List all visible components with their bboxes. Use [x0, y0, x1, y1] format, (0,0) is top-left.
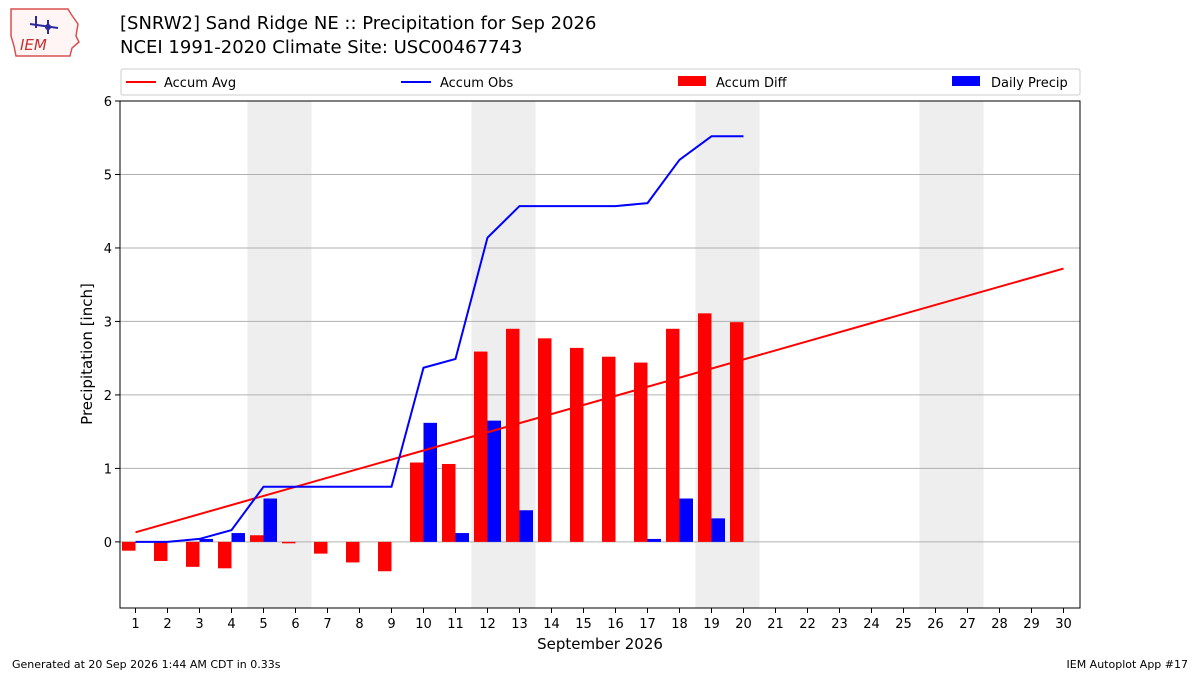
- x-tick-label: 27: [959, 617, 976, 632]
- daily-precip-bar-4: [231, 533, 245, 542]
- x-tick-label: 15: [575, 617, 592, 632]
- x-tick-label: 5: [259, 617, 267, 632]
- y-tick-label: 6: [104, 95, 112, 110]
- x-tick-label: 24: [863, 617, 880, 632]
- weekend-band-26: [919, 101, 952, 608]
- x-tick-label: 11: [447, 617, 464, 632]
- x-tick-label: 12: [479, 617, 496, 632]
- x-tick-label: 2: [163, 617, 171, 632]
- accum-diff-bar-1: [122, 541, 136, 551]
- x-tick-label: 28: [991, 617, 1008, 632]
- accum-diff-bar-5: [250, 535, 264, 542]
- accum-diff-bar-13: [506, 328, 520, 542]
- y-tick-label: 0: [104, 536, 112, 551]
- daily-precip-bar-3: [199, 538, 213, 542]
- y-axis-label: Precipitation [inch]: [78, 283, 96, 425]
- x-tick-label: 20: [735, 617, 752, 632]
- accum-diff-bar-6: [282, 541, 296, 544]
- y-tick-label: 2: [104, 389, 112, 404]
- legend: Accum Avg Accum Obs Accum Diff Daily Pre…: [120, 68, 1081, 96]
- x-tick-label: 8: [355, 617, 363, 632]
- x-tick-label: 17: [639, 617, 656, 632]
- legend-label-daily-precip: Daily Precip: [991, 76, 1068, 91]
- x-tick-label: 14: [543, 617, 560, 632]
- plot-frame: [119, 100, 1081, 609]
- accum-diff-bar-9: [378, 541, 392, 572]
- x-tick-label: 23: [831, 617, 848, 632]
- x-tick-label: 18: [671, 617, 688, 632]
- x-tick-label: 6: [291, 617, 299, 632]
- x-axis: 1 2 3 4 5 6 7 8 9 10 11 12 13 14 15 16 17 18 19 20 21 22 23 24 2…: [131, 608, 1072, 632]
- x-tick-label: 10: [415, 617, 432, 632]
- legend-label-accum-diff: Accum Diff: [716, 76, 788, 91]
- daily-precip-bar-18: [679, 498, 693, 542]
- daily-precip-bar-11: [455, 533, 469, 542]
- y-tick-label: 5: [104, 168, 112, 183]
- accum-diff-bar-10: [410, 462, 424, 542]
- bars: [122, 313, 744, 572]
- accum-diff-bar-19: [698, 313, 712, 542]
- x-tick-label: 25: [895, 617, 912, 632]
- legend-box: [120, 68, 1081, 96]
- x-tick-label: 1: [131, 617, 139, 632]
- accum-diff-bar-11: [442, 463, 456, 542]
- weekend-band-6: [279, 101, 312, 608]
- iowa-outline-icon: [10, 8, 80, 57]
- generated-timestamp: Generated at 20 Sep 2026 1:44 AM CDT in …: [12, 658, 281, 671]
- y-tick-label: 4: [104, 242, 112, 257]
- chart-title: [SNRW2] Sand Ridge NE :: Precipitation f…: [120, 13, 597, 34]
- daily-precip-bar-13: [519, 510, 533, 542]
- accum-diff-bar-2: [154, 541, 168, 561]
- iem-logo: IEM: [10, 8, 80, 57]
- chart-subtitle: NCEI 1991-2020 Climate Site: USC00467743: [120, 37, 523, 58]
- daily-precip-bar-12: [487, 420, 501, 542]
- accum-diff-bar-16: [602, 356, 616, 542]
- x-tick-label: 16: [607, 617, 624, 632]
- grid-lines: [120, 100, 1080, 543]
- app-credit: IEM Autoplot App #17: [1066, 658, 1189, 671]
- legend-label-accum-avg: Accum Avg: [164, 76, 236, 91]
- x-tick-label: 7: [323, 617, 331, 632]
- accum-diff-bar-4: [218, 541, 232, 569]
- accum-diff-bar-3: [186, 541, 200, 567]
- legend-swatch-daily-precip: [952, 76, 980, 86]
- daily-precip-bar-10: [423, 422, 437, 542]
- daily-precip-bar-5: [263, 498, 277, 542]
- x-tick-label: 30: [1055, 617, 1072, 632]
- x-tick-label: 22: [799, 617, 816, 632]
- accum-avg-line: [135, 267, 1064, 534]
- x-tick-label: 21: [767, 617, 784, 632]
- logo-text: IEM: [20, 36, 47, 54]
- y-tick-label: 3: [104, 315, 112, 330]
- accum-diff-bar-20: [730, 322, 744, 542]
- y-axis: 0 1 2 3 4 5 6: [104, 95, 120, 551]
- x-tick-label: 4: [227, 617, 235, 632]
- x-tick-label: 29: [1023, 617, 1040, 632]
- accum-diff-bar-12: [474, 351, 488, 542]
- accum-diff-bar-7: [314, 541, 328, 554]
- daily-precip-bar-17: [647, 538, 661, 542]
- x-tick-label: 26: [927, 617, 944, 632]
- y-tick-label: 1: [104, 462, 112, 477]
- weekend-band-27: [951, 101, 984, 608]
- accum-obs-line: [135, 135, 744, 543]
- x-tick-label: 13: [511, 617, 528, 632]
- daily-precip-bar-19: [711, 518, 725, 542]
- legend-label-accum-obs: Accum Obs: [440, 76, 513, 91]
- accum-diff-bar-17: [634, 362, 648, 542]
- x-tick-label: 3: [195, 617, 203, 632]
- x-tick-label: 9: [387, 617, 395, 632]
- lines: [135, 135, 1064, 543]
- accum-diff-bar-8: [346, 541, 360, 563]
- accum-diff-bar-18: [666, 328, 680, 542]
- accum-diff-bar-15: [570, 347, 584, 542]
- accum-diff-bar-14: [538, 338, 552, 542]
- x-tick-label: 19: [703, 617, 720, 632]
- x-axis-label: September 2026: [537, 635, 663, 653]
- legend-swatch-accum-diff: [678, 76, 706, 86]
